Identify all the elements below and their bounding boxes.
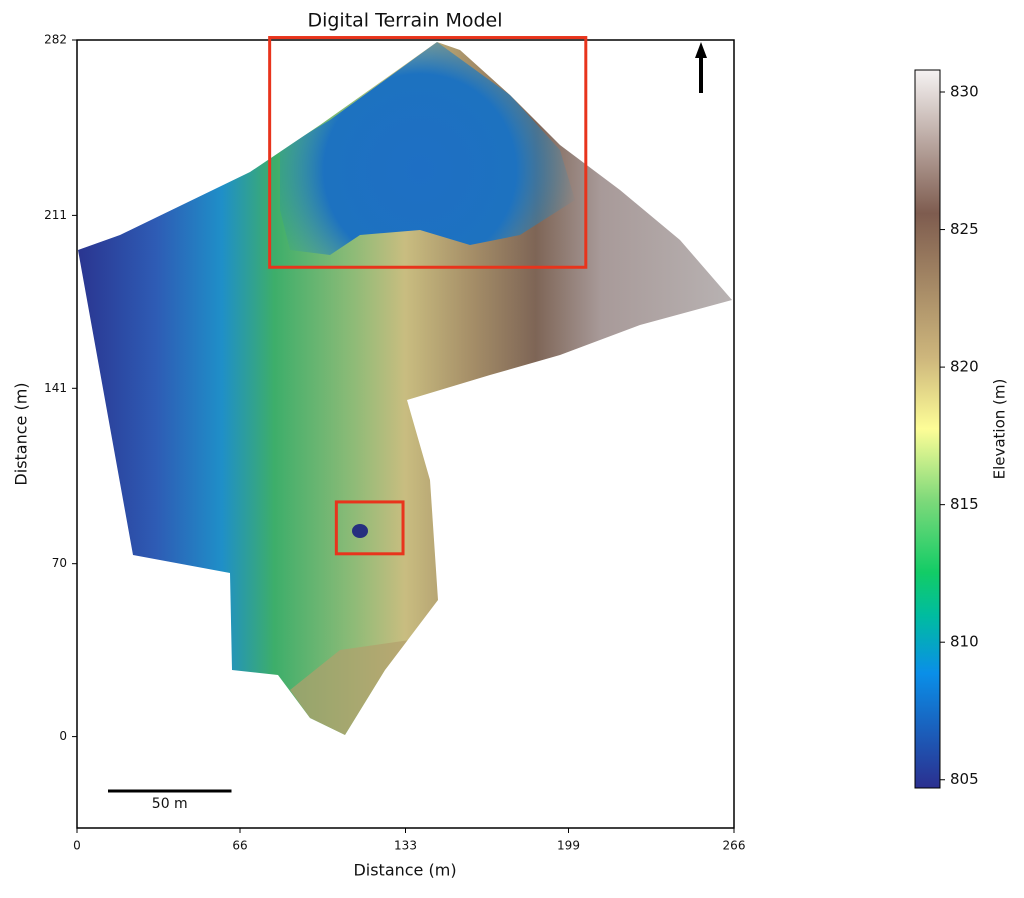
y-tick-label: 211 xyxy=(44,208,67,222)
colorbar-tick-label: 815 xyxy=(950,495,979,513)
north-arrow xyxy=(695,42,707,93)
y-tick-label: 0 xyxy=(59,729,67,743)
highlight-box xyxy=(334,500,405,556)
colorbar-tick-label: 810 xyxy=(950,633,979,651)
colorbar-label: Elevation (m) xyxy=(991,379,1009,480)
y-tick-label: 282 xyxy=(44,33,67,47)
terrain-south xyxy=(290,640,410,735)
y-tick-label: 141 xyxy=(44,381,67,395)
colorbar-tick-label: 830 xyxy=(950,83,979,101)
colorbar-tick-label: 805 xyxy=(950,770,979,788)
y-axis-label: Distance (m) xyxy=(12,382,31,485)
colorbar-tick-label: 820 xyxy=(950,358,979,376)
depression xyxy=(352,524,368,538)
x-tick-label: 66 xyxy=(232,839,247,853)
chart-title: Digital Terrain Model xyxy=(307,10,502,32)
highlight-box xyxy=(268,36,588,269)
x-tick-label: 199 xyxy=(557,839,580,853)
scale-bar-label: 50 m xyxy=(152,796,188,812)
x-axis-label: Distance (m) xyxy=(353,861,456,880)
x-tick-label: 133 xyxy=(394,839,417,853)
x-tick-label: 266 xyxy=(723,839,746,853)
colorbar xyxy=(914,69,941,789)
colorbar-tick-label: 825 xyxy=(950,220,979,238)
x-tick-label: 0 xyxy=(73,839,81,853)
north-arrow-head xyxy=(695,42,707,58)
basin xyxy=(280,42,575,255)
y-tick-label: 70 xyxy=(52,556,67,570)
